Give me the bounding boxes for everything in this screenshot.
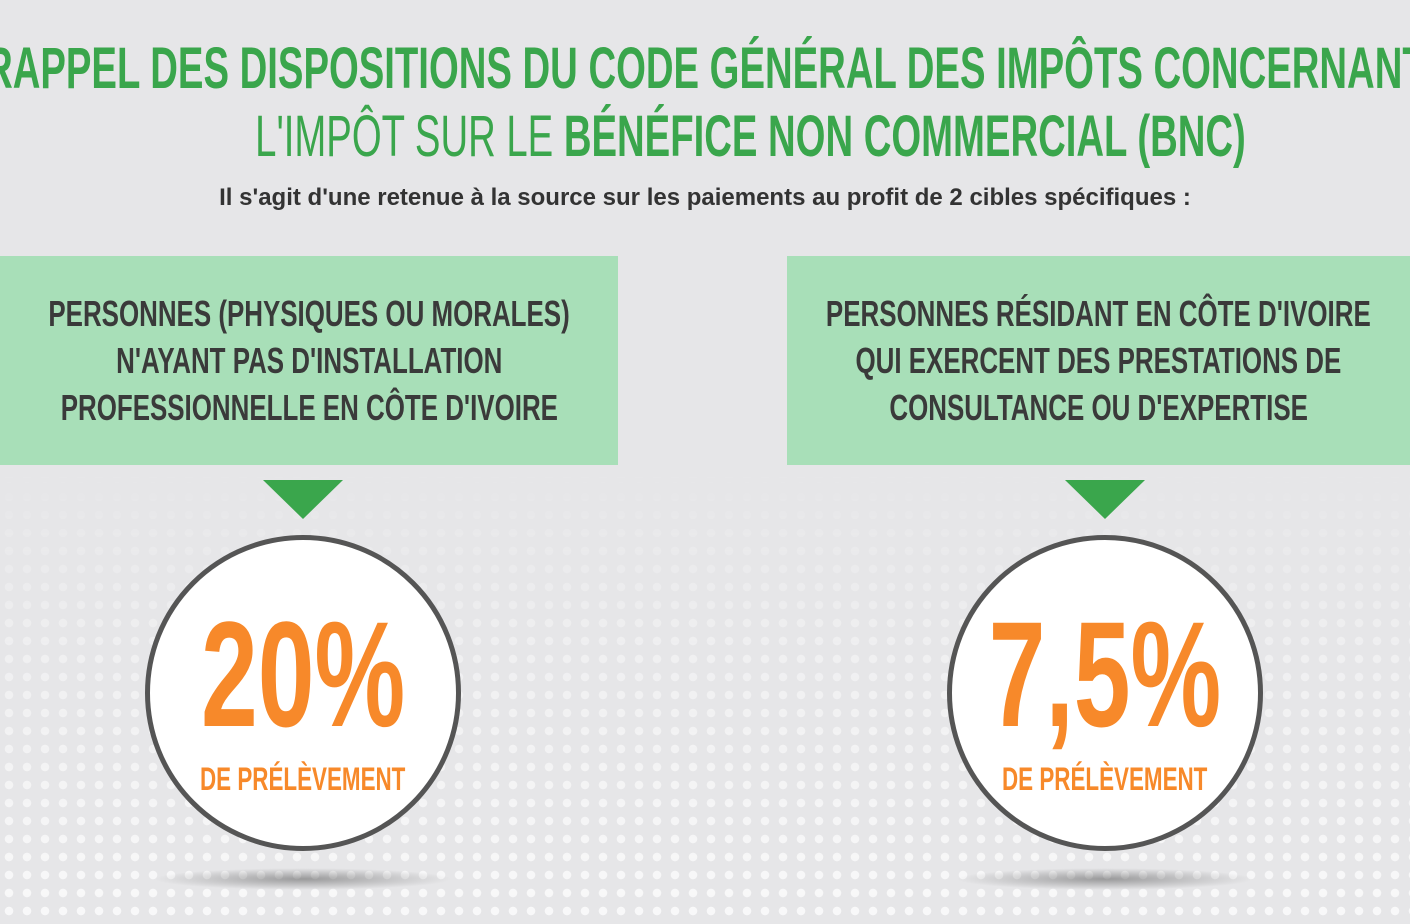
rate-circle-2: 7,5% DE PRÉLÈVEMENT bbox=[947, 535, 1263, 851]
rate-label: DE PRÉLÈVEMENT bbox=[1002, 761, 1208, 798]
target-text-line: PROFESSIONNELLE EN CÔTE D'IVOIRE bbox=[60, 387, 558, 428]
target-text-line: PERSONNES RÉSIDANT EN CÔTE D'IVOIRE bbox=[826, 293, 1371, 334]
target-text-line: N'AYANT PAS D'INSTALLATION bbox=[115, 340, 503, 381]
target-box-2: PERSONNES RÉSIDANT EN CÔTE D'IVOIRE QUI … bbox=[787, 256, 1410, 465]
subtitle: Il s'agit d'une retenue à la source sur … bbox=[219, 184, 1191, 211]
title-prefix: L'IMPÔT SUR LE bbox=[255, 104, 554, 169]
rate-label: DE PRÉLÈVEMENT bbox=[200, 761, 406, 798]
circle-shadow bbox=[153, 868, 453, 890]
page-title-line1: RAPPEL DES DISPOSITIONS DU CODE GÉNÉRAL … bbox=[0, 36, 1410, 101]
rate-value: 7,5% bbox=[988, 589, 1222, 758]
target-box-1: PERSONNES (PHYSIQUES OU MORALES) N'AYANT… bbox=[0, 256, 618, 465]
rate-value: 20% bbox=[200, 589, 406, 758]
target-text-line: QUI EXERCENT DES PRESTATIONS DE bbox=[855, 340, 1342, 381]
circle-shadow bbox=[955, 868, 1255, 890]
arrow-down-icon bbox=[263, 480, 343, 519]
title-emphasis: BÉNÉFICE NON COMMERCIAL (BNC) bbox=[563, 104, 1246, 169]
page-title-line2: L'IMPÔT SUR LE BÉNÉFICE NON COMMERCIAL (… bbox=[0, 104, 1410, 170]
target-text-line: PERSONNES (PHYSIQUES OU MORALES) bbox=[48, 293, 570, 334]
arrow-down-icon bbox=[1065, 480, 1145, 519]
target-text-line: CONSULTANCE OU D'EXPERTISE bbox=[889, 387, 1308, 428]
rate-circle-1: 20% DE PRÉLÈVEMENT bbox=[145, 535, 461, 851]
